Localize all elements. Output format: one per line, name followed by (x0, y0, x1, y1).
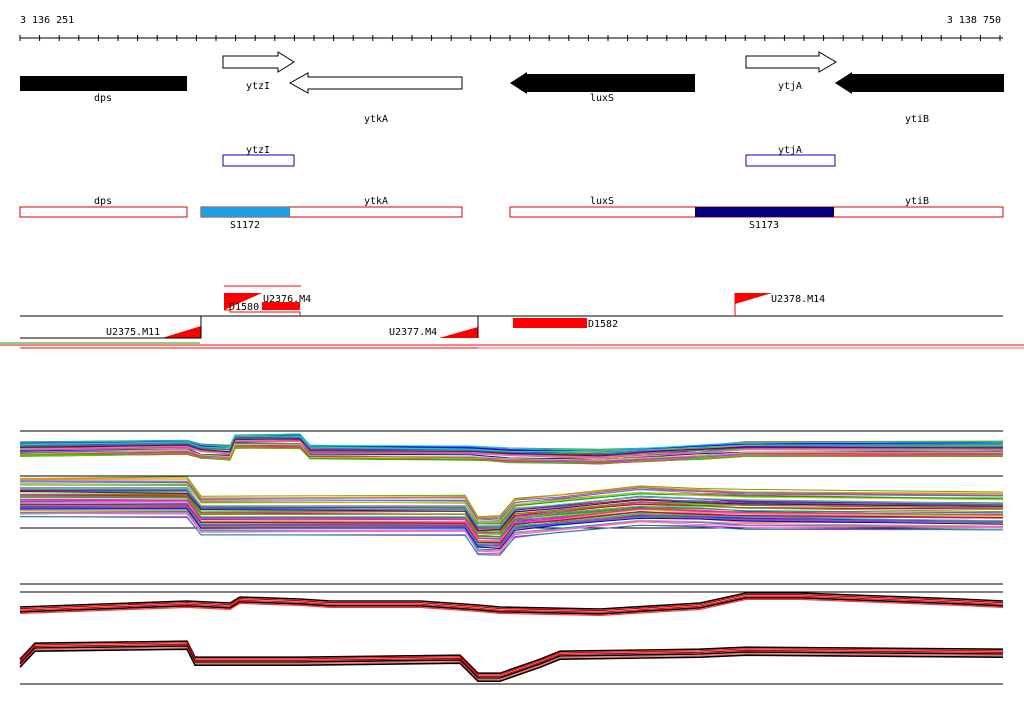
upshift-U2375-M11[interactable] (162, 326, 201, 338)
average-line-lower-2 (19, 646, 1004, 681)
profile-line-top (19, 435, 1004, 453)
transcript-track: ytzI ytjA dps ytkA S1172 luxS ytiB S1173 (19, 145, 1004, 231)
average-line-lower-1 (19, 593, 1004, 612)
gene-track: dps ytzI ytkA luxS ytjA ytiB (20, 51, 1004, 125)
transcript-label-ytzI: ytzI (246, 145, 270, 156)
average-line-lower-1 (19, 596, 1004, 615)
profile-line-top (19, 438, 1004, 457)
coord-end: 3 138 750 (947, 15, 1001, 26)
gene-arrow-ytiB[interactable] (835, 72, 1004, 94)
profile-line-middle (19, 478, 1004, 519)
profile-line-middle (19, 493, 1004, 534)
segment-label-S1173: S1173 (749, 220, 779, 231)
average-line-lower-2 (19, 645, 1004, 679)
profile-line-top (19, 443, 1004, 461)
profile-line-middle (19, 481, 1004, 521)
expression-profiles (19, 430, 1004, 685)
average-line-lower-2 (19, 643, 1004, 678)
gene-label-ytiB: ytiB (905, 114, 929, 125)
gene-arrow-ytkA[interactable] (288, 72, 463, 94)
profile-line-top (19, 439, 1004, 458)
transcript-label-luxS: luxS (590, 196, 614, 207)
gene-label-luxS: luxS (590, 93, 614, 104)
segment-S1173[interactable] (695, 207, 834, 217)
upshift-label-U2375-M11: U2375.M11 (106, 327, 160, 338)
profile-line-middle (19, 499, 1004, 539)
gene-label-ytjA: ytjA (778, 81, 802, 92)
gene-arrow-ytjA[interactable] (745, 51, 837, 73)
gene-arrow-luxS[interactable] (510, 72, 695, 94)
profile-line-middle (19, 501, 1004, 542)
downshift-label-D1580: D1580 (229, 302, 259, 313)
downshift-D1580[interactable] (262, 302, 300, 310)
profile-line-top (19, 447, 1003, 464)
coordinate-ruler: 3 136 251 3 138 750 (19, 15, 1003, 41)
ruler-ticks (19, 35, 1001, 41)
segment-S1172[interactable] (201, 207, 290, 217)
profile-line-middle (19, 483, 1004, 523)
profile-bounds (20, 430, 1003, 685)
shift-feature-track: U2375.M11 U2376.M4 D1580 U2377.M4 D1582 … (0, 285, 1024, 349)
upshift-U2376-M4[interactable] (224, 293, 262, 310)
transcript-label-dps: dps (94, 196, 112, 207)
average-line-lower-2 (19, 648, 1004, 683)
gene-arrow-dps[interactable] (20, 76, 187, 91)
gene-label-dps: dps (94, 93, 112, 104)
profile-line-middle (19, 512, 1004, 553)
profile-line-middle (19, 496, 1004, 536)
gene-label-ytzI: ytzI (246, 81, 270, 92)
profile-line-middle (19, 491, 1004, 532)
upshift-U2378-M14[interactable] (735, 293, 772, 304)
gene-arrow-ytzI[interactable] (222, 51, 295, 73)
transcript-label-ytjA: ytjA (778, 145, 802, 156)
average-profile-lines (19, 592, 1004, 683)
profile-line-middle (19, 512, 1004, 553)
downshift-label-D1582: D1582 (588, 319, 618, 330)
gene-label-ytkA: ytkA (364, 114, 388, 125)
profile-line-middle (19, 499, 1004, 539)
upshift-label-U2376-M4: U2376.M4 (263, 294, 311, 305)
average-line-lower-2 (19, 642, 1004, 676)
profile-line-middle (19, 505, 1004, 545)
average-line-lower-1 (19, 598, 1004, 617)
transcript-label-ytkA: ytkA (364, 196, 388, 207)
profile-line-top (19, 433, 1004, 451)
profile-line-middle (19, 508, 1004, 550)
average-line-lower-2 (19, 640, 1004, 675)
profile-line-middle (19, 507, 1004, 547)
colored-profile-lines (19, 433, 1004, 556)
profile-line-middle (19, 488, 1004, 528)
upshift-U2377-M4[interactable] (439, 327, 478, 338)
upshift-U2375-M11-step (20, 315, 230, 339)
transcript-label-ytiB: ytiB (905, 196, 929, 207)
profile-line-middle (19, 497, 1004, 538)
upshift-U2377-M4-step (300, 315, 479, 338)
average-line-lower-1 (19, 595, 1004, 613)
transcript-box-ytzI[interactable] (222, 154, 295, 167)
coord-start: 3 136 251 (20, 15, 74, 26)
upshift-label-U2378-M14: U2378.M14 (771, 294, 825, 305)
upshift-label-U2377-M4: U2377.M4 (389, 327, 437, 338)
profile-line-top (19, 434, 1004, 453)
downshift-D1582[interactable] (513, 318, 587, 328)
profile-line-middle (19, 504, 1004, 544)
transcript-box-ytjA[interactable] (745, 154, 836, 167)
average-line-lower-1 (19, 592, 1004, 610)
profile-line-middle (20, 516, 1004, 556)
transcript-box-dps[interactable] (19, 206, 188, 218)
downshift-D1580-step (224, 309, 301, 316)
profile-line-middle (19, 476, 1004, 518)
segment-label-S1172: S1172 (230, 220, 260, 231)
profile-line-top (19, 437, 1004, 455)
